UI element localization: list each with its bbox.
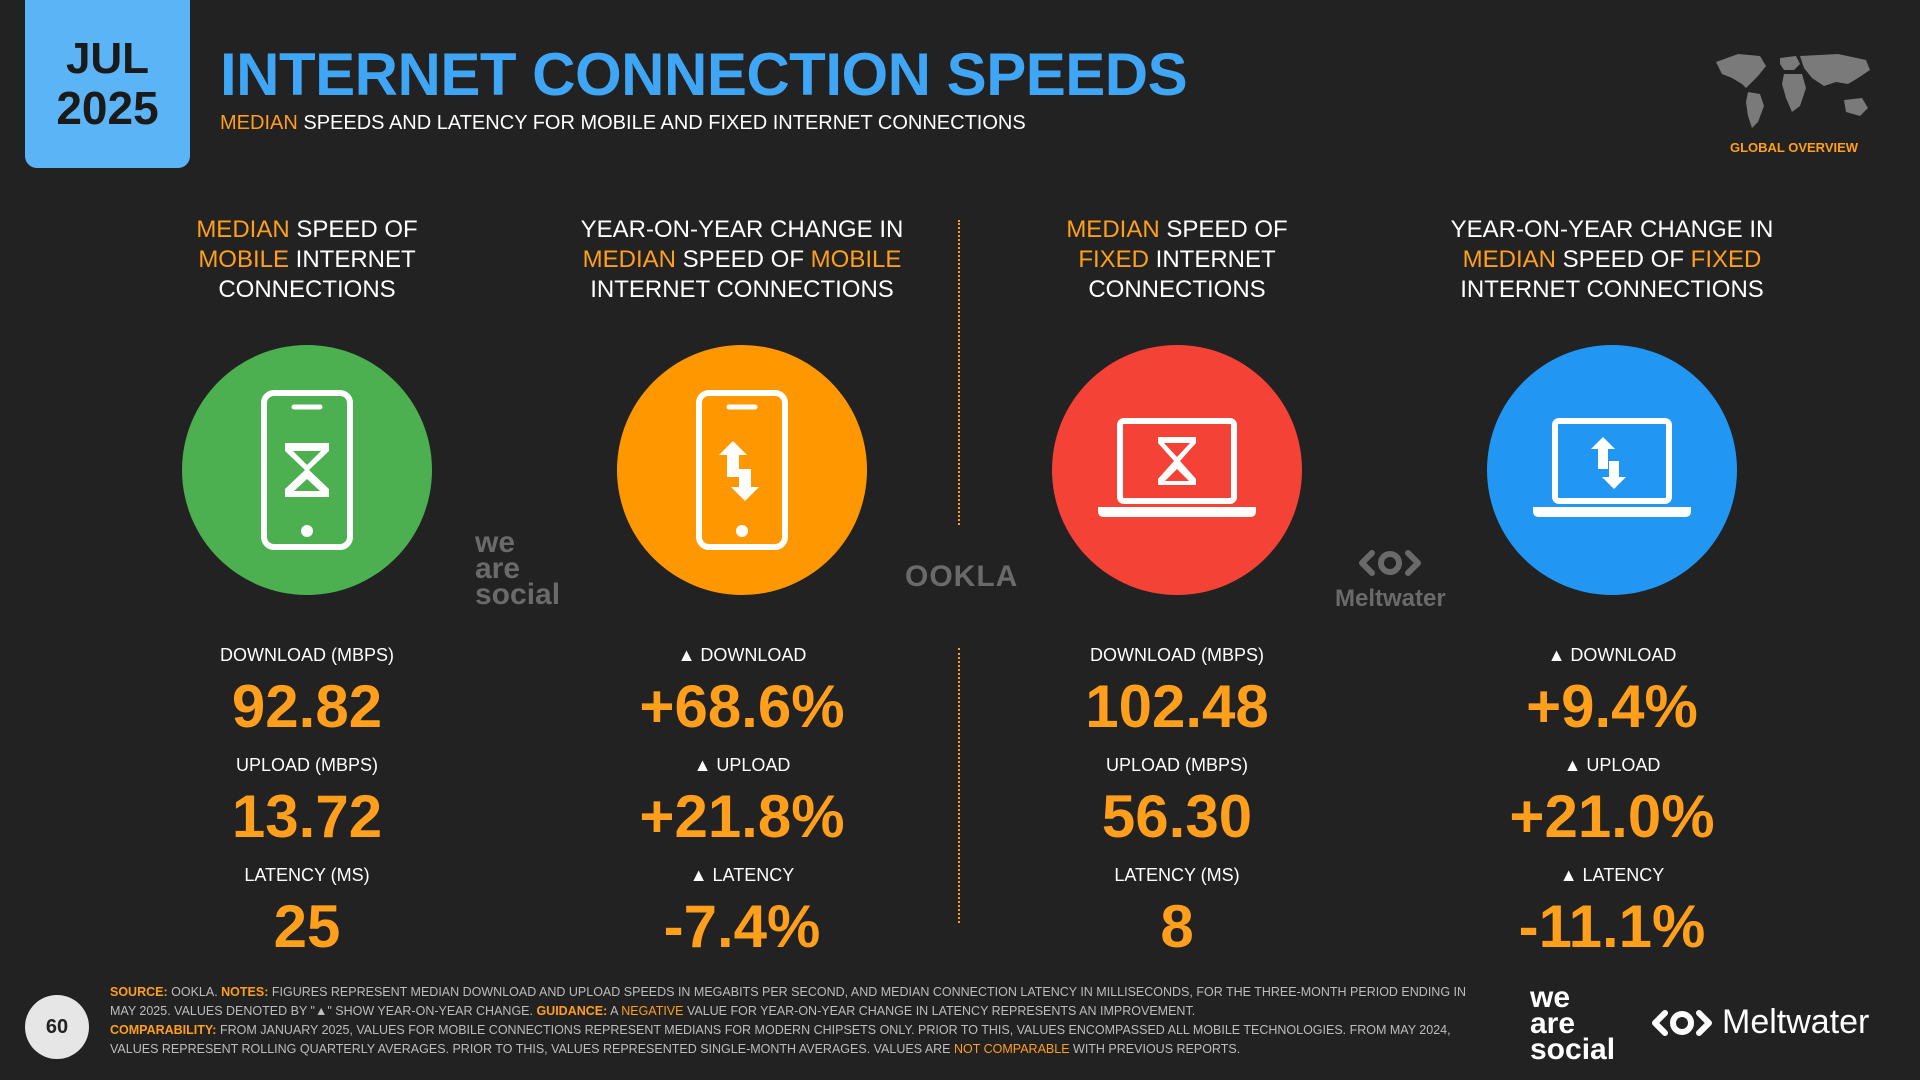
stat-value-download: +68.6% xyxy=(639,673,845,740)
stat-value-latency: -11.1% xyxy=(1518,893,1706,960)
heading-line: MEDIAN SPEED OF FIXED xyxy=(1402,245,1822,275)
heading-text: CONNECTIONS xyxy=(1088,276,1266,303)
heading-highlight: FIXED xyxy=(1078,246,1149,273)
stat-label-download: DOWNLOAD (MBPS) xyxy=(219,645,394,665)
column-heading: YEAR-ON-YEAR CHANGE IN MEDIAN SPEED OF MO… xyxy=(532,215,952,310)
divider-top xyxy=(958,220,960,525)
divider-bottom xyxy=(958,648,960,923)
stat-label-latency: ▲ LATENCY xyxy=(1559,865,1665,885)
stat-label-latency: ▲ LATENCY xyxy=(689,865,795,885)
heading-text: INTERNET xyxy=(289,246,416,273)
footer-notes: SOURCE: OOKLA. NOTES: FIGURES REPRESENT … xyxy=(110,985,1467,1056)
heading-line: INTERNET CONNECTIONS xyxy=(532,275,952,305)
fixed-yoy-circle xyxy=(1487,345,1737,595)
column-fixed-speed: MEDIAN SPEED OF FIXED INTERNET CONNECTIONS… xyxy=(967,215,1387,975)
heading-highlight: MEDIAN xyxy=(582,246,676,273)
heading-text: YEAR-ON-YEAR CHANGE IN xyxy=(1450,216,1774,243)
stat-value-upload: +21.8% xyxy=(639,783,845,850)
meltwater-mark-icon xyxy=(1359,550,1422,576)
heading-line: MEDIAN SPEED OF MOBILE xyxy=(532,245,952,275)
subtitle-rest: SPEEDS AND LATENCY FOR MOBILE AND FIXED … xyxy=(297,112,1026,134)
heading-highlight: FIXED xyxy=(1690,246,1762,273)
global-overview-tag: GLOBAL OVERVIEW xyxy=(1729,140,1859,155)
mobile-arrows-icon xyxy=(696,390,788,550)
column-heading: MEDIAN SPEED OF MOBILE INTERNET CONNECTION… xyxy=(97,215,517,310)
heading-text: SPEED OF xyxy=(289,216,418,243)
mobile-yoy-circle xyxy=(617,345,867,595)
page-title: INTERNET CONNECTION SPEEDS xyxy=(220,41,1188,108)
heading-text: SPEED OF xyxy=(675,246,811,273)
heading-text: CONNECTIONS xyxy=(218,276,396,303)
meltwater-watermark: Meltwater xyxy=(1335,548,1446,613)
heading-highlight: MOBILE xyxy=(810,246,902,273)
stat-label-download: ▲ DOWNLOAD xyxy=(677,645,807,665)
subtitle-highlight: MEDIAN xyxy=(220,112,298,134)
heading-line: FIXED INTERNET xyxy=(967,245,1387,275)
heading-line: YEAR-ON-YEAR CHANGE IN xyxy=(1402,215,1822,245)
stat-value-upload: +21.0% xyxy=(1509,783,1715,850)
stat-label-upload: UPLOAD (MBPS) xyxy=(1105,755,1249,775)
page-subtitle: MEDIAN SPEEDS AND LATENCY FOR MOBILE AND… xyxy=(220,112,1026,135)
meltwater-logo: Meltwater xyxy=(1650,1003,1869,1042)
heading-highlight: MEDIAN xyxy=(1462,246,1556,273)
heading-text: YEAR-ON-YEAR CHANGE IN xyxy=(580,216,904,243)
stat-value-download: 102.48 xyxy=(1085,673,1269,740)
column-heading: YEAR-ON-YEAR CHANGE IN MEDIAN SPEED OF FI… xyxy=(1402,215,1822,310)
heading-line: CONNECTIONS xyxy=(97,275,517,305)
mobile-circle xyxy=(182,345,432,595)
date-year: 2025 xyxy=(56,82,159,134)
laptop-hourglass-icon xyxy=(1098,418,1256,517)
heading-text: SPEED OF xyxy=(1555,246,1691,273)
heading-line: MEDIAN SPEED OF xyxy=(97,215,517,245)
we-are-social-watermark: we are social xyxy=(475,526,561,611)
stat-label-download: DOWNLOAD (MBPS) xyxy=(1089,645,1264,665)
heading-line: MEDIAN SPEED OF xyxy=(967,215,1387,245)
heading-text: SPEED OF xyxy=(1159,216,1288,243)
date-badge: JUL 2025 xyxy=(25,0,190,168)
heading-line: YEAR-ON-YEAR CHANGE IN xyxy=(532,215,952,245)
date-month: JUL xyxy=(65,34,150,83)
stat-value-latency: 25 xyxy=(273,893,341,960)
stat-value-download: +9.4% xyxy=(1526,673,1698,740)
stat-label-latency: LATENCY (MS) xyxy=(1114,865,1240,885)
heading-text: INTERNET CONNECTIONS xyxy=(590,276,894,303)
mobile-hourglass-icon xyxy=(261,390,353,550)
page-number: 60 xyxy=(25,995,89,1059)
stat-value-upload: 13.72 xyxy=(231,783,383,850)
stat-label-download: ▲ DOWNLOAD xyxy=(1547,645,1677,665)
column-mobile-yoy: YEAR-ON-YEAR CHANGE IN MEDIAN SPEED OF MO… xyxy=(532,215,952,975)
column-fixed-yoy: YEAR-ON-YEAR CHANGE IN MEDIAN SPEED OF FI… xyxy=(1402,215,1822,975)
stat-value-download: 92.82 xyxy=(231,673,383,740)
stat-value-upload: 56.30 xyxy=(1101,783,1253,850)
heading-text: INTERNET CONNECTIONS xyxy=(1460,276,1764,303)
laptop-arrows-icon xyxy=(1533,418,1691,517)
heading-highlight: MEDIAN xyxy=(1066,216,1160,243)
stat-label-upload: ▲ UPLOAD xyxy=(1563,755,1661,775)
heading-highlight: MOBILE xyxy=(198,246,290,273)
meltwater-logo-icon xyxy=(1652,1009,1712,1036)
heading-line: CONNECTIONS xyxy=(967,275,1387,305)
stat-label-upload: ▲ UPLOAD xyxy=(693,755,791,775)
ookla-watermark: OOKLA xyxy=(905,560,1019,593)
heading-text: INTERNET xyxy=(1149,246,1276,273)
stat-value-latency: -7.4% xyxy=(663,893,821,960)
fixed-circle xyxy=(1052,345,1302,595)
stat-value-latency: 8 xyxy=(1160,893,1194,960)
heading-line: INTERNET CONNECTIONS xyxy=(1402,275,1822,305)
heading-highlight: MEDIAN xyxy=(196,216,290,243)
world-map-icon xyxy=(1716,54,1870,128)
column-heading: MEDIAN SPEED OF FIXED INTERNET CONNECTIONS xyxy=(967,215,1387,310)
we-are-social-logo: we are social xyxy=(1530,981,1616,1066)
column-mobile-speed: MEDIAN SPEED OF MOBILE INTERNET CONNECTION… xyxy=(97,215,517,975)
stat-label-upload: UPLOAD (MBPS) xyxy=(235,755,379,775)
heading-line: MOBILE INTERNET xyxy=(97,245,517,275)
stat-label-latency: LATENCY (MS) xyxy=(244,865,370,885)
